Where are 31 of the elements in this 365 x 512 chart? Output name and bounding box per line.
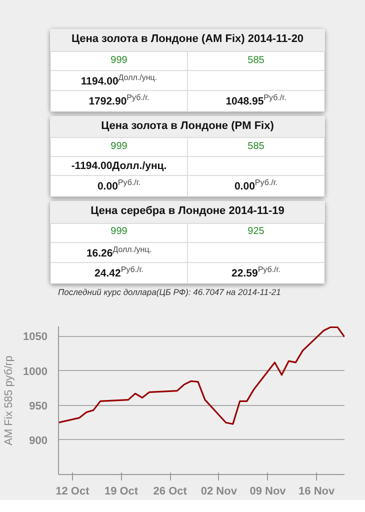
y-tick-label: 1000 xyxy=(23,366,48,378)
text: 22.59$^{Руб./г.}$ xyxy=(188,262,324,284)
text: 1194.00$^{Долл./унц.}$ xyxy=(50,70,188,91)
x-tick-label: 19 Oct xyxy=(104,486,138,498)
y-tick-label: 1050 xyxy=(23,331,48,344)
text: 24.42$^{Руб./г.}$ xyxy=(50,262,188,284)
text: 16.26$^{Долл./унц.}$ xyxy=(50,242,188,263)
text: 1048.95$^{Руб./г.}$ xyxy=(188,90,324,112)
x-tick-label: 16 Nov xyxy=(298,486,336,498)
text: 925 xyxy=(188,223,324,242)
text: -1194.00Долл./унц. xyxy=(50,156,188,176)
text: 999 xyxy=(50,223,188,242)
text: 0.00$^{Руб./г.}$ xyxy=(188,176,324,196)
text: 999 xyxy=(50,51,188,70)
text: Цена золота в Лондоне (PM Fix) xyxy=(50,116,325,138)
text: 585 xyxy=(188,51,324,70)
text: Цена золота в Лондоне (AM Fix) 2014-11-20 xyxy=(50,29,325,51)
text: 585 xyxy=(188,138,324,157)
text: Цена серебра в Лондоне 2014-11-19 xyxy=(50,200,325,223)
text: 0.00$^{Руб./г.}$ xyxy=(50,176,188,196)
text: 1792.90$^{Руб./г.}$ xyxy=(50,90,188,112)
x-tick-label: 09 Nov xyxy=(250,486,287,498)
x-tick-label: 12 Oct xyxy=(56,486,90,498)
y-tick-label: 900 xyxy=(29,434,48,447)
y-axis-title: AM Fix 585 руб/гр xyxy=(3,356,16,446)
x-tick-label: 26 Oct xyxy=(153,486,188,498)
x-tick-label: 02 Nov xyxy=(200,486,238,498)
text: Последний курс доллара(ЦБ РФ): 46.7047 на 2014-11-21 xyxy=(58,286,282,298)
text: 999 xyxy=(50,138,188,157)
y-tick-label: 950 xyxy=(29,400,48,412)
line-series xyxy=(58,326,344,425)
